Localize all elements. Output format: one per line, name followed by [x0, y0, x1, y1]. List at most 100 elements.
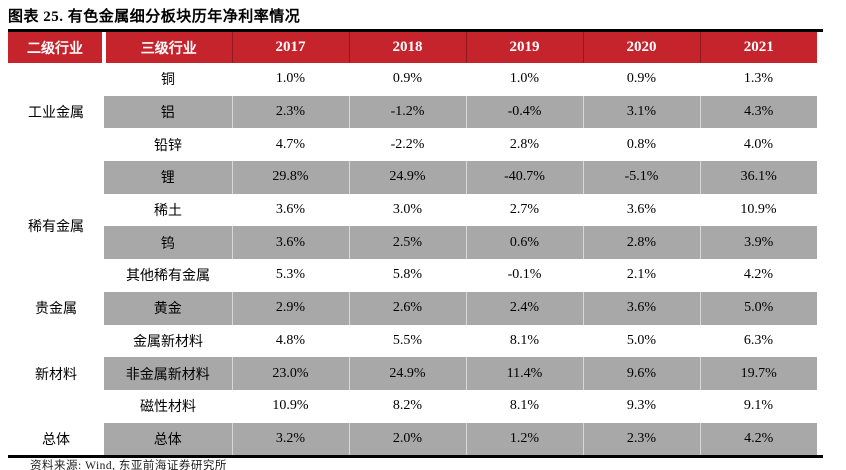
- value-cell: 3.9%: [699, 226, 817, 260]
- table-row: 贵金属 黄金 2.9% 2.6% 2.4% 3.6% 5.0%: [8, 291, 817, 325]
- value-cell: 3.6%: [231, 226, 349, 260]
- value-cell: 2.8%: [582, 226, 700, 260]
- group-cell-new-materials: 新材料: [8, 324, 104, 423]
- table-row: 稀土 3.6% 3.0% 2.7% 3.6% 10.9%: [8, 193, 817, 227]
- value-cell: 5.0%: [583, 324, 700, 358]
- value-cell: 2.3%: [231, 95, 349, 129]
- table-row: 总体 总体 3.2% 2.0% 1.2% 2.3% 4.2%: [8, 422, 817, 456]
- value-cell: 3.6%: [583, 193, 700, 227]
- value-cell: 2.8%: [466, 128, 583, 162]
- col-header-2020: 2020: [582, 32, 700, 63]
- value-cell: 3.6%: [232, 193, 349, 227]
- table-header-row: 二级行业 三级行业 2017 2018 2019 2020 2021: [8, 32, 817, 63]
- col-header-2017: 2017: [231, 32, 349, 63]
- value-cell: 9.6%: [582, 357, 700, 390]
- sub-industry-cell: 铅锌: [104, 128, 232, 162]
- group-cell-overall: 总体: [8, 422, 104, 456]
- value-cell: 4.2%: [699, 422, 817, 456]
- sub-industry-cell: 钨: [104, 226, 232, 260]
- value-cell: 5.3%: [232, 259, 349, 292]
- table-row: 磁性材料 10.9% 8.2% 8.1% 9.3% 9.1%: [8, 389, 817, 423]
- sub-industry-cell: 锂: [104, 161, 232, 194]
- table-row: 其他稀有金属 5.3% 5.8% -0.1% 2.1% 4.2%: [8, 259, 817, 292]
- table-row: 钨 3.6% 2.5% 0.6% 2.8% 3.9%: [8, 226, 817, 260]
- bottom-rule: [8, 455, 823, 458]
- col-header-2019: 2019: [465, 32, 583, 63]
- value-cell: 24.9%: [348, 161, 466, 194]
- table-row: 铅锌 4.7% -2.2% 2.8% 0.8% 4.0%: [8, 128, 817, 162]
- table-row: 非金属新材料 23.0% 24.9% 11.4% 9.6% 19.7%: [8, 357, 817, 390]
- value-cell: 4.0%: [700, 128, 817, 162]
- value-cell: 19.7%: [699, 357, 817, 390]
- value-cell: 4.8%: [232, 324, 349, 358]
- sub-industry-cell: 总体: [104, 422, 232, 456]
- sub-industry-cell: 铜: [104, 63, 232, 96]
- col-header-level3-industry: 三级行业: [104, 32, 232, 63]
- value-cell: 2.3%: [582, 422, 700, 456]
- value-cell: 5.0%: [699, 291, 817, 325]
- value-cell: -5.1%: [582, 161, 700, 194]
- value-cell: 3.1%: [582, 95, 700, 129]
- sub-industry-cell: 金属新材料: [104, 324, 232, 358]
- value-cell: 0.8%: [583, 128, 700, 162]
- value-cell: 0.9%: [583, 63, 700, 96]
- group-cell-industrial-metals: 工业金属: [8, 63, 104, 162]
- value-cell: 1.2%: [465, 422, 583, 456]
- top-rule: [8, 29, 823, 32]
- col-header-2021: 2021: [699, 32, 817, 63]
- table-row: 工业金属 铜 1.0% 0.9% 1.0% 0.9% 1.3%: [8, 63, 817, 162]
- group-cell-rare-metals: 稀有金属: [8, 161, 104, 292]
- value-cell: 3.0%: [349, 193, 466, 227]
- sub-industry-cell: 其他稀有金属: [104, 259, 232, 292]
- value-cell: -2.2%: [349, 128, 466, 162]
- source-note: 资料来源: Wind, 东亚前海证券研究所: [30, 460, 227, 470]
- value-cell: 3.2%: [231, 422, 349, 456]
- value-cell: 5.8%: [349, 259, 466, 292]
- value-cell: 1.3%: [700, 63, 817, 96]
- col-header-2018: 2018: [348, 32, 466, 63]
- table-row: 新材料 金属新材料 4.8% 5.5% 8.1% 5.0% 6.3%: [8, 324, 817, 423]
- value-cell: 2.9%: [231, 291, 349, 325]
- col-header-level2-industry: 二级行业: [8, 32, 106, 63]
- value-cell: 9.1%: [700, 389, 817, 423]
- value-cell: 9.3%: [583, 389, 700, 423]
- value-cell: 2.5%: [348, 226, 466, 260]
- value-cell: 8.1%: [466, 389, 583, 423]
- value-cell: 0.6%: [465, 226, 583, 260]
- value-cell: 10.9%: [700, 193, 817, 227]
- value-cell: -1.2%: [348, 95, 466, 129]
- value-cell: -0.1%: [466, 259, 583, 292]
- value-cell: 2.1%: [583, 259, 700, 292]
- value-cell: 1.0%: [232, 63, 349, 96]
- net-margin-table: 二级行业 三级行业 2017 2018 2019 2020 2021 工业金属 …: [8, 32, 817, 456]
- value-cell: 5.5%: [349, 324, 466, 358]
- value-cell: 0.9%: [349, 63, 466, 96]
- sub-industry-cell: 磁性材料: [104, 389, 232, 423]
- sub-industry-cell: 稀土: [104, 193, 232, 227]
- value-cell: 1.0%: [466, 63, 583, 96]
- value-cell: 4.7%: [232, 128, 349, 162]
- sub-industry-cell: 黄金: [104, 291, 232, 325]
- value-cell: 24.9%: [348, 357, 466, 390]
- value-cell: -40.7%: [465, 161, 583, 194]
- value-cell: 4.3%: [699, 95, 817, 129]
- value-cell: 6.3%: [700, 324, 817, 358]
- value-cell: 3.6%: [582, 291, 700, 325]
- value-cell: 23.0%: [231, 357, 349, 390]
- value-cell: 10.9%: [232, 389, 349, 423]
- value-cell: 36.1%: [699, 161, 817, 194]
- table-row: 稀有金属 锂 29.8% 24.9% -40.7% -5.1% 36.1%: [8, 161, 817, 292]
- value-cell: 8.1%: [466, 324, 583, 358]
- value-cell: 2.6%: [348, 291, 466, 325]
- value-cell: 2.7%: [466, 193, 583, 227]
- value-cell: 29.8%: [231, 161, 349, 194]
- value-cell: -0.4%: [465, 95, 583, 129]
- table-row: 铝 2.3% -1.2% -0.4% 3.1% 4.3%: [8, 95, 817, 129]
- figure-title: 图表 25. 有色金属细分板块历年净利率情况: [8, 9, 301, 25]
- value-cell: 4.2%: [700, 259, 817, 292]
- sub-industry-cell: 非金属新材料: [104, 357, 232, 390]
- value-cell: 2.4%: [465, 291, 583, 325]
- sub-industry-cell: 铝: [104, 95, 232, 129]
- value-cell: 8.2%: [349, 389, 466, 423]
